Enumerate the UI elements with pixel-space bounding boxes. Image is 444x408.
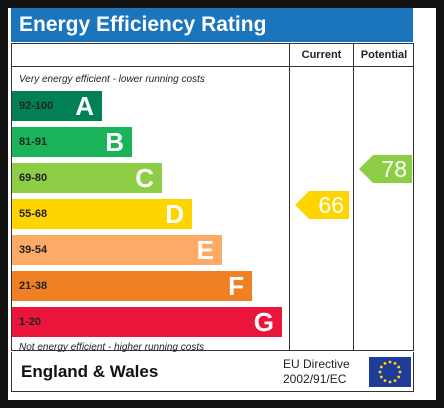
flag-star xyxy=(383,379,387,383)
band-range: 69-80 xyxy=(19,172,48,184)
band-f: 21-38 F xyxy=(12,271,252,301)
potential-rating-arrow: 78 xyxy=(359,155,412,183)
band-letter: F xyxy=(228,271,244,301)
band-letter: G xyxy=(253,307,274,337)
eu-flag-icon xyxy=(369,357,411,387)
current-rating-arrow: 66 xyxy=(295,191,349,219)
band-g: 1-20 G xyxy=(12,307,282,337)
flag-star xyxy=(393,361,397,365)
eu-directive: EU Directive 2002/91/EC xyxy=(283,357,350,387)
band-letter: E xyxy=(196,235,214,265)
band-a: 92-100 A xyxy=(12,91,102,121)
column-header-current: Current xyxy=(301,49,342,61)
flag-star xyxy=(379,365,383,369)
flag-star xyxy=(378,370,382,374)
header-divider xyxy=(12,66,413,67)
band-e: 39-54 E xyxy=(12,235,222,265)
bottom-note: Not energy efficient - higher running co… xyxy=(19,342,205,353)
column-divider-current xyxy=(289,44,290,350)
top-note: Very energy efficient - lower running co… xyxy=(19,74,205,85)
chart-footer: England & Wales EU Directive 2002/91/EC xyxy=(11,352,414,392)
band-letter: C xyxy=(135,163,154,193)
band-range: 92-100 xyxy=(19,100,54,112)
region-label: England & Wales xyxy=(21,362,159,381)
band-letter: A xyxy=(75,91,94,121)
band-c: 69-80 C xyxy=(12,163,162,193)
band-range: 39-54 xyxy=(19,244,48,256)
flag-star xyxy=(397,365,401,369)
chart-title: Energy Efficiency Rating xyxy=(11,8,413,42)
directive-line-1: EU Directive xyxy=(283,357,350,371)
band-letter: B xyxy=(105,127,124,157)
flag-star xyxy=(398,370,402,374)
band-d: 55-68 D xyxy=(12,199,192,229)
band-range: 81-91 xyxy=(19,136,48,148)
band-b: 81-91 B xyxy=(12,127,132,157)
flag-star xyxy=(383,361,387,365)
band-range: 1-20 xyxy=(19,316,42,328)
band-letter: D xyxy=(165,199,184,229)
rating-grid: Current Potential Very energy efficient … xyxy=(11,43,414,353)
flag-star xyxy=(393,379,397,383)
flag-star xyxy=(397,375,401,379)
band-range: 21-38 xyxy=(19,280,48,292)
eu-flag-stars xyxy=(378,360,402,384)
flag-star xyxy=(388,380,392,384)
directive-line-2: 2002/91/EC xyxy=(283,372,347,386)
flag-star xyxy=(388,360,392,364)
flag-star xyxy=(379,375,383,379)
band-range: 55-68 xyxy=(19,208,48,220)
column-header-potential: Potential xyxy=(360,49,408,61)
column-divider-potential xyxy=(353,44,354,350)
